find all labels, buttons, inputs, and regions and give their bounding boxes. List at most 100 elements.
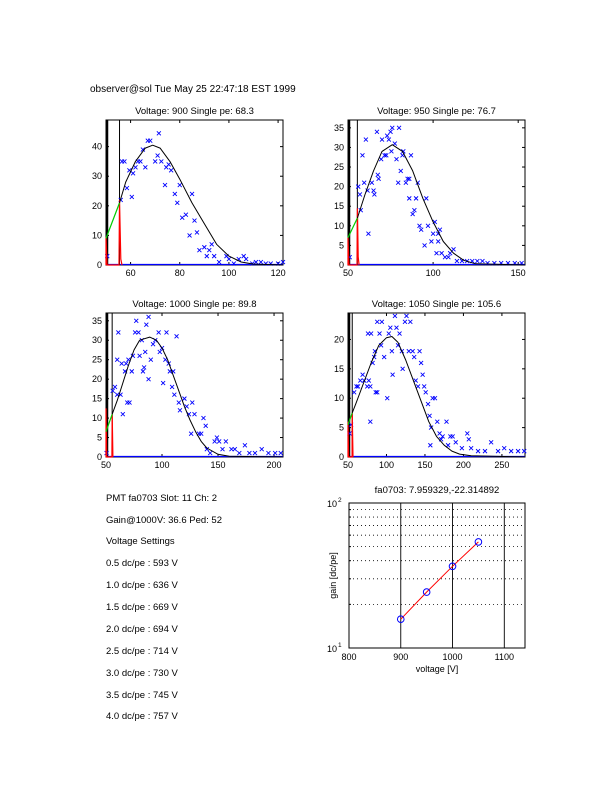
data-point: [386, 137, 392, 142]
data-point: [395, 180, 401, 186]
data-point: [194, 230, 200, 235]
plot-title: fa0703: 7.959329,-22.314892: [375, 485, 500, 496]
data-point: [411, 354, 417, 360]
data-point: [140, 369, 146, 374]
data-point: [519, 260, 524, 266]
data-point: [355, 184, 361, 189]
data-point: [216, 439, 222, 444]
data-point: [198, 431, 204, 436]
axes-box: [105, 312, 284, 458]
gain-point: [422, 588, 431, 596]
data-point: [136, 330, 141, 335]
data-point: [430, 231, 436, 236]
data-point: [413, 196, 419, 201]
data-point: [137, 353, 142, 359]
axes-box: [105, 119, 284, 266]
x-tick-label: 50: [101, 460, 111, 470]
histogram-plot-3: Voltage: 1000 Single pe: 89.8 50 100 150 200…: [92, 299, 284, 470]
data-point: [280, 259, 286, 265]
data-point: [390, 372, 395, 378]
data-point: [389, 149, 394, 154]
data-point: [488, 439, 494, 445]
data-point: [421, 384, 427, 389]
y-tick-label: 0: [97, 260, 102, 270]
x-tick-label: 50: [343, 460, 353, 470]
data-point: [189, 191, 195, 197]
data-point: [114, 357, 120, 363]
data-point: [220, 446, 225, 452]
data-point: [146, 376, 151, 382]
data-point: [388, 325, 393, 331]
data-point: [236, 450, 242, 456]
data-point: [432, 395, 438, 401]
data-point: [120, 411, 126, 417]
data-point: [192, 218, 197, 223]
x-tick-label: 50: [343, 268, 353, 278]
data-point: [243, 256, 249, 262]
data-point: [369, 180, 375, 186]
data-point: [172, 392, 177, 398]
data-point: [192, 411, 197, 417]
data-point: [417, 348, 422, 354]
x-tick-label: 200: [267, 460, 282, 470]
data-point: [423, 390, 429, 395]
info-line: 4.0 dc/pe : 757 V: [106, 711, 178, 722]
info-line: 1.5 dc/pe : 669 V: [106, 602, 178, 613]
data-point: [389, 348, 395, 354]
data-point: [247, 450, 252, 456]
data-point: [444, 419, 449, 425]
data-point: [203, 423, 209, 429]
x-tick-label: 60: [126, 268, 136, 278]
data-point: [183, 212, 189, 218]
gain-fit-line: [400, 541, 479, 620]
data-point: [155, 153, 160, 158]
data-point: [123, 361, 129, 366]
data-point: [152, 159, 158, 164]
axes-box: [348, 502, 526, 649]
data-point: [259, 446, 265, 452]
y-tick-label: 30: [334, 142, 344, 152]
y-tick-label: 20: [92, 201, 102, 211]
data-point: [231, 261, 237, 266]
x-tick-label: 100: [154, 460, 169, 470]
data-point: [172, 191, 178, 197]
y-tick-label: 35: [92, 316, 102, 326]
data-point: [129, 369, 135, 374]
x-tick-label: 150: [211, 460, 226, 470]
data-point: [143, 165, 148, 170]
data-point: [459, 445, 465, 451]
data-point: [212, 439, 217, 444]
plot-title: Voltage: 1050 Single pe: 105.6: [372, 299, 501, 310]
histogram-plot-1: Voltage: 900 Single pe: 68.3 60 80 100 120 0 1…: [92, 106, 286, 278]
data-point: [451, 247, 456, 252]
data-point: [147, 138, 153, 144]
data-point: [122, 159, 127, 164]
data-point: [197, 247, 202, 253]
data-point: [375, 172, 381, 178]
data-point: [392, 141, 398, 146]
plot-title: Voltage: 1000 Single pe: 89.8: [132, 299, 256, 310]
data-point: [229, 446, 234, 452]
data-point: [177, 182, 183, 188]
data-point: [389, 125, 395, 131]
x-tick-label: 100: [426, 268, 441, 278]
data-point: [408, 152, 414, 158]
y-tick-label: 20: [334, 334, 344, 344]
data-point: [207, 450, 213, 456]
data-point: [388, 129, 393, 135]
y-tick-label: 10: [327, 644, 337, 654]
data-point: [266, 450, 271, 456]
data-point: [366, 231, 371, 236]
y-tick-label: 25: [334, 162, 344, 172]
data-point: [400, 366, 405, 372]
data-point: [150, 341, 156, 347]
data-point: [133, 165, 138, 170]
data-point: [127, 400, 132, 405]
y-axis-label: gain [dc/pe]: [328, 552, 338, 599]
data-point: [252, 450, 258, 456]
data-point: [450, 434, 455, 439]
x-tick-label: 100: [221, 268, 236, 278]
x-tick-label: 100: [379, 460, 394, 470]
y-tick-exponent: 2: [338, 497, 342, 504]
y-tick-label: 10: [334, 393, 344, 403]
